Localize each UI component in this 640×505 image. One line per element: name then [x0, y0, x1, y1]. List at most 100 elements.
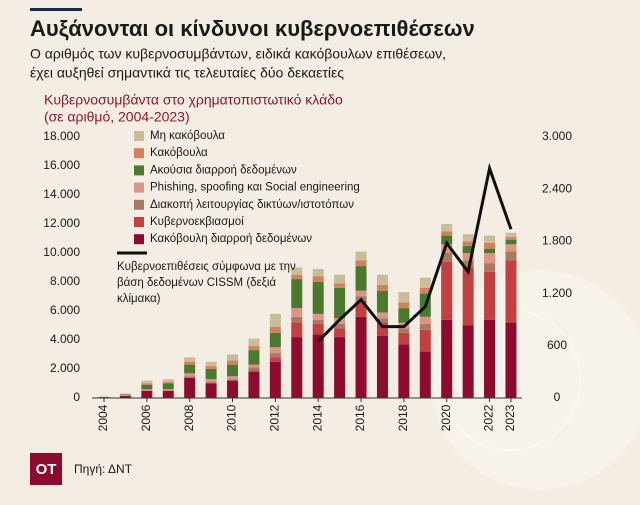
legend-label: Κυβερνοεπιθέσεις σύμφωνα με την βάση δεδ…	[117, 261, 296, 305]
chart-title: Κυβερνοσυμβάντα στο χρηματοπιστωτικό κλά…	[44, 92, 343, 108]
bar-segment	[334, 283, 346, 288]
legend-swatch	[134, 182, 144, 193]
chart-subtitle: (σε αριθμό, 2004-2023)	[44, 109, 190, 125]
legend-label: Μη κακόβουλα	[150, 130, 225, 142]
bar-segment	[291, 267, 303, 275]
bar-segment	[398, 344, 410, 398]
bar-segment	[291, 279, 303, 309]
page-subtitle: Ο αριθμός των κυβερνοσυμβάντων, ειδικά κ…	[30, 46, 446, 62]
bar-segment	[184, 364, 196, 374]
bar-segment	[355, 266, 367, 291]
x-tick-label: 2012	[268, 404, 282, 431]
x-tick-label: 2006	[139, 404, 153, 431]
y2-tick-label: 2.400	[542, 181, 572, 195]
bar-segment	[376, 312, 388, 319]
bar-segment	[419, 324, 431, 330]
bar-segment	[141, 390, 153, 398]
bar-segment	[441, 261, 453, 320]
bar-segment	[291, 322, 303, 338]
bar-segment	[248, 370, 260, 372]
bar-segment	[484, 319, 496, 398]
bar-segment	[141, 383, 153, 385]
bar-segment	[334, 337, 346, 398]
bar-segment	[98, 397, 110, 398]
bar-segment	[312, 324, 324, 335]
x-tick-label: 2004	[96, 404, 110, 431]
legend-swatch	[134, 199, 144, 210]
bar-segment	[419, 351, 431, 398]
bar-segment	[269, 347, 281, 354]
bar-segment	[227, 354, 239, 361]
bar-segment	[162, 379, 174, 383]
bar-segment	[248, 345, 260, 351]
bar-segment	[355, 290, 367, 297]
x-tick-label: 2020	[439, 404, 453, 431]
bar-segment	[462, 260, 474, 268]
y2-tick-label: 0	[554, 390, 561, 404]
bar-segment	[205, 383, 217, 398]
bar-segment	[162, 382, 174, 384]
bar-segment	[141, 384, 153, 390]
y-tick-label: 12.000	[43, 216, 80, 230]
bar-segment	[484, 253, 496, 264]
bar-segment	[205, 369, 217, 380]
y-tick-label: 6.000	[50, 303, 80, 317]
bar-segment	[291, 337, 303, 398]
bar-segment	[355, 300, 367, 317]
bar-segment	[205, 366, 217, 369]
bar-segment	[398, 292, 410, 303]
y-tick-label: 16.000	[43, 158, 80, 172]
bar-segment	[441, 224, 453, 232]
x-tick-label: 2008	[182, 404, 196, 431]
bar-segment	[462, 325, 474, 398]
bar-segment	[376, 318, 388, 323]
bar-segment	[419, 329, 431, 352]
bar-segment	[205, 361, 217, 367]
bar-segment	[441, 235, 453, 245]
bar-segment	[462, 234, 474, 242]
bar-segment	[462, 241, 474, 246]
bar-segment	[312, 268, 324, 277]
bar-segment	[291, 316, 303, 323]
bar-segment	[248, 371, 260, 398]
y2-tick-label: 600	[547, 338, 567, 352]
bar-segment	[419, 316, 431, 325]
legend-label: Ακούσια διαρροή δεδομένων	[150, 164, 297, 176]
bar-segment	[484, 271, 496, 320]
legend-swatch	[134, 148, 144, 159]
bar-segment	[334, 287, 346, 319]
bar-segment	[505, 251, 517, 261]
bar-segment	[248, 364, 260, 368]
bar-segment	[227, 379, 239, 381]
x-tick-label: 2018	[396, 404, 410, 431]
x-tick-label: 2016	[353, 404, 367, 431]
bar-segment	[162, 389, 174, 391]
line	[317, 162, 513, 343]
page-title: Αυξάνονται οι κίνδυνοι κυβερνοεπιθέσεων	[30, 16, 475, 41]
source: Πηγή: ΔΝΤ	[74, 462, 133, 476]
bar-segment	[334, 328, 346, 338]
bar-segment	[462, 267, 474, 326]
bar-segment	[484, 242, 496, 249]
bar-segment	[184, 376, 196, 378]
bar-segment	[269, 313, 281, 327]
bar-segment	[312, 319, 324, 325]
legend-swatch	[134, 217, 144, 227]
bar-segment	[162, 390, 174, 398]
legend-swatch	[134, 165, 144, 176]
legend-label: Κυβερνοεκβιασμοί	[150, 216, 244, 228]
bar-segment	[334, 324, 346, 329]
bar-segment	[355, 260, 367, 267]
x-tick-label: 2022	[482, 404, 496, 431]
legend-swatch	[134, 234, 144, 245]
bar-segment	[398, 328, 410, 333]
bar-segment	[312, 313, 324, 320]
bar-segment	[119, 395, 131, 398]
y-tick-label: 10.000	[43, 245, 80, 259]
bar-segment	[355, 316, 367, 398]
bar-segment	[119, 395, 131, 396]
top-rule	[30, 8, 82, 11]
bar-segment	[248, 338, 260, 346]
bar-segment	[376, 284, 388, 291]
